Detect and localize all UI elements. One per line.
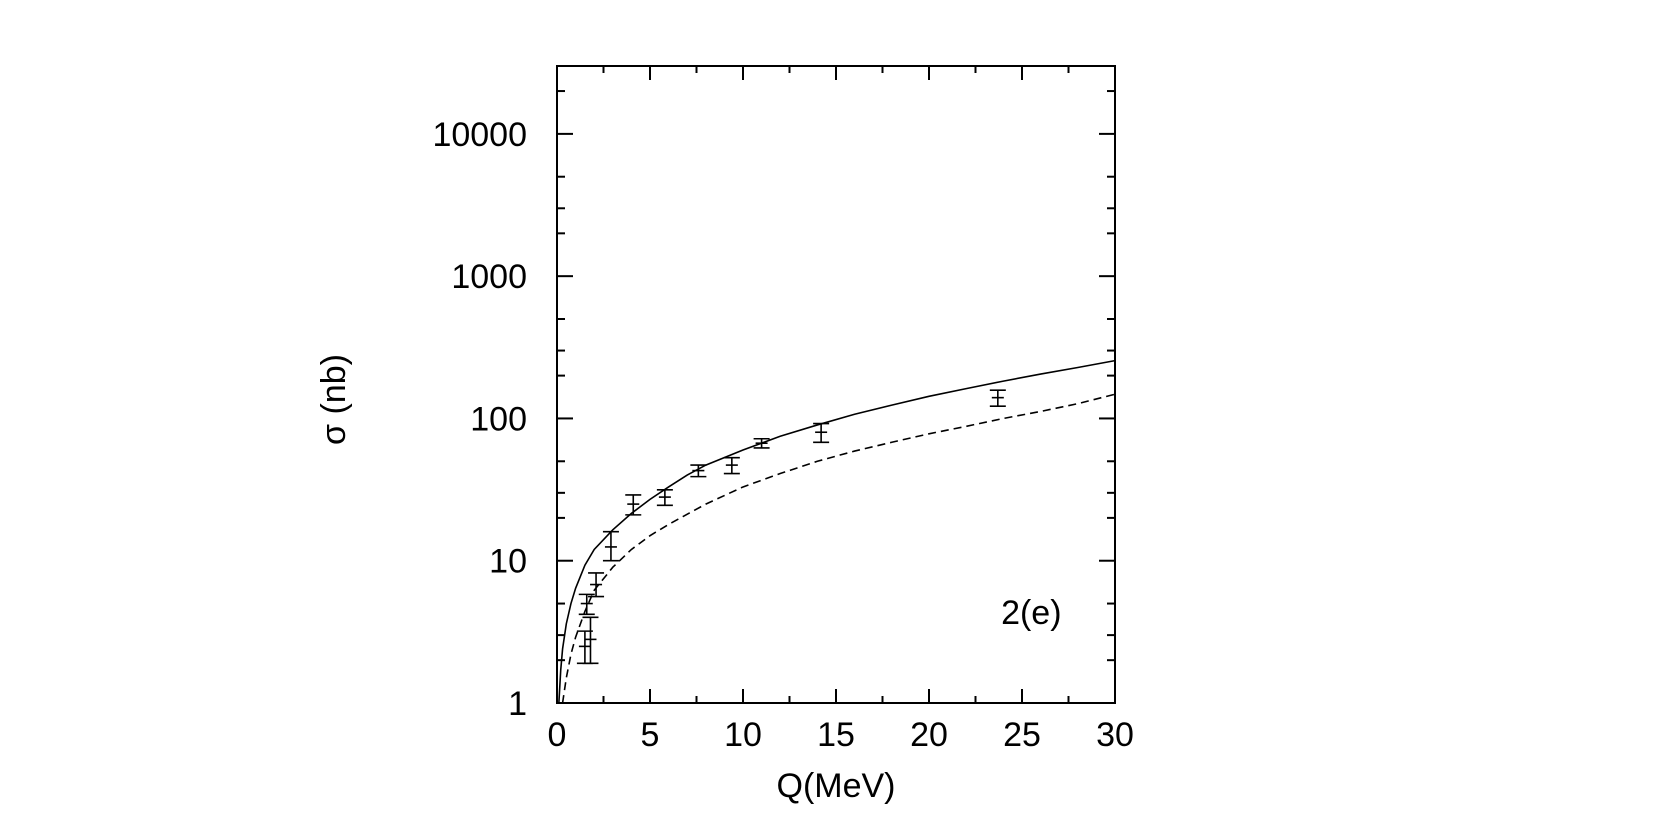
x-tick-label: 15 (817, 716, 855, 754)
y-tick-label: 10000 (432, 116, 527, 154)
data-point (690, 464, 707, 478)
x-tick-label: 25 (1003, 716, 1041, 754)
marks-layer (558, 359, 1116, 704)
x-tick-label: 10 (724, 716, 762, 754)
data-point (723, 456, 740, 475)
x-tick-label: 0 (548, 716, 567, 754)
ticks-layer: 0 5 10 15 20 25 30 1 10 100 1000 10000 (432, 65, 1134, 754)
x-axis-title: Q(MeV) (777, 767, 896, 805)
data-point (753, 437, 770, 449)
data-point (602, 530, 619, 562)
x-tick-label: 5 (641, 716, 660, 754)
data-point (656, 489, 673, 507)
dashed-curve (561, 393, 1116, 704)
y-tick-label: 10 (489, 543, 527, 581)
solid-curve (558, 359, 1116, 704)
y-tick-label: 100 (470, 400, 527, 438)
x-tick-label: 20 (910, 716, 948, 754)
x-tick-label: 30 (1096, 716, 1134, 754)
data-point (578, 593, 595, 616)
y-tick-label: 1 (508, 685, 527, 723)
data-point (582, 616, 599, 665)
data-point (625, 494, 642, 516)
y-tick-label: 1000 (451, 258, 527, 296)
data-point (989, 389, 1006, 407)
data-point (813, 422, 830, 444)
panel-label: 2(e) (1001, 594, 1061, 632)
data-point (588, 572, 605, 598)
y-axis-title: σ (nb) (315, 354, 353, 445)
